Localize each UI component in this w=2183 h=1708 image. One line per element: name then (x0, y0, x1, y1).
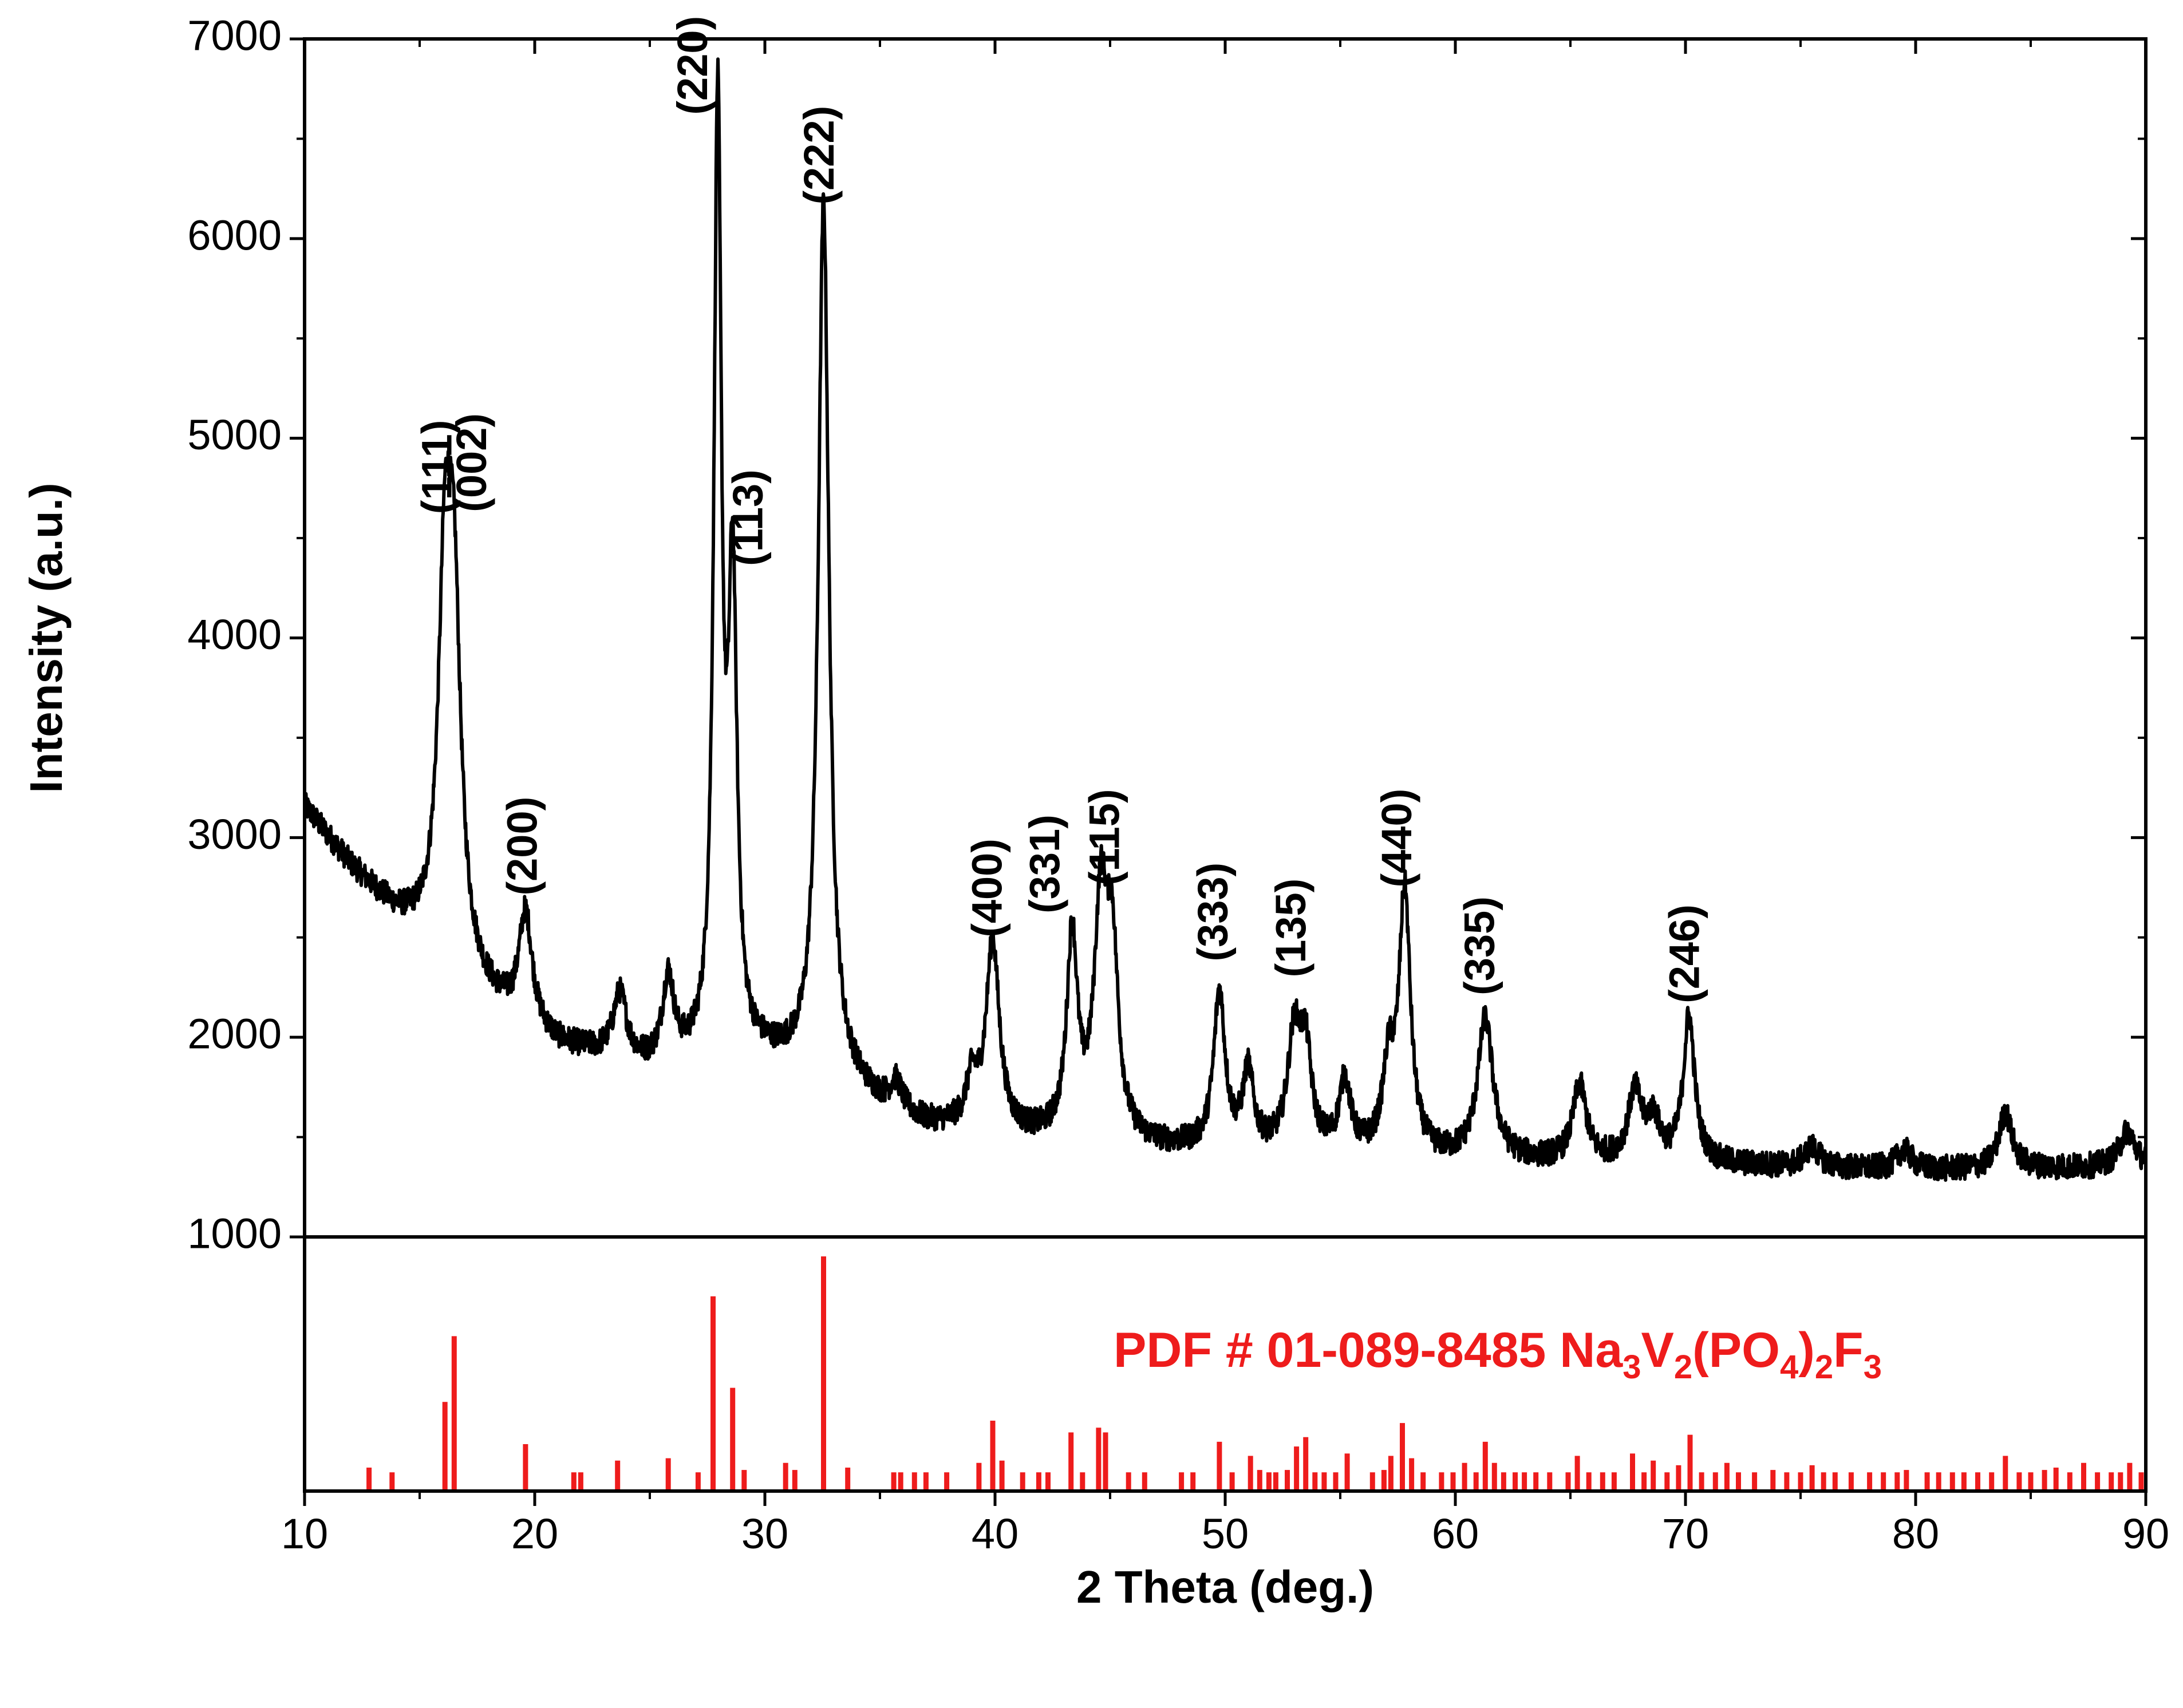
x-tick-label: 10 (281, 1510, 328, 1557)
formula-text: V (1641, 1323, 1673, 1378)
formula-text: (PO (1692, 1323, 1780, 1378)
formula-text: ) (1798, 1323, 1815, 1378)
y-tick-label: 1000 (187, 1210, 282, 1258)
peak-label: (333) (1189, 863, 1236, 962)
formula-subscript: 3 (1623, 1349, 1641, 1386)
peak-label: (113) (724, 469, 771, 566)
peak-label: (220) (669, 16, 716, 115)
formula-text: PDF # 01-089-8485 Na (1114, 1323, 1623, 1378)
formula-text: F (1833, 1323, 1864, 1378)
x-tick-label: 20 (511, 1510, 558, 1557)
reference-plot (366, 1256, 2144, 1491)
y-tick-label: 4000 (187, 611, 282, 658)
y-axis-title: Intensity (a.u.) (21, 483, 72, 793)
x-tick-label: 80 (1892, 1510, 1939, 1557)
x-tick-label: 90 (2122, 1510, 2169, 1557)
formula-subscript: 2 (1674, 1349, 1692, 1386)
xrd-pattern-line (303, 57, 2148, 1182)
formula-subscript: 2 (1815, 1349, 1833, 1386)
axes: 1000 2000 3000 4000 5000 6000 7000 10 20 30 40 50 60… (187, 12, 2169, 1557)
reference-pattern-title: PDF # 01-089-8485 Na3V2(PO4)2F3 (1114, 1323, 1882, 1386)
y-tick-label: 5000 (187, 411, 282, 458)
peak-label: (222) (795, 106, 843, 205)
peak-label: (400) (964, 839, 1011, 938)
peak-label: (111) (413, 420, 461, 515)
peak-label: (200) (498, 797, 546, 896)
peak-label: (335) (1456, 896, 1503, 995)
x-tick-label: 30 (741, 1510, 788, 1557)
formula-subscript: 4 (1780, 1349, 1798, 1386)
main-plot: (111)(002) (200) (220) (113) (222) (400) (331)… (303, 16, 2148, 1182)
x-tick-label: 50 (1202, 1510, 1249, 1557)
plot-frame (303, 37, 2148, 1493)
y-tick-label: 2000 (187, 1010, 282, 1058)
peak-label: (246) (1661, 904, 1708, 1003)
y-tick-label: 7000 (187, 12, 282, 60)
x-tick-label: 60 (1432, 1510, 1479, 1557)
peak-label: (331) (1021, 815, 1068, 914)
formula-subscript: 3 (1864, 1349, 1882, 1386)
x-axis-title: 2 Theta (deg.) (1076, 1561, 1374, 1612)
y-tick-label: 6000 (187, 211, 282, 259)
peak-label: (002) (448, 413, 495, 512)
peak-label: (135) (1267, 879, 1314, 978)
peak-label: (440) (1373, 789, 1420, 888)
peak-label: (115) (1081, 789, 1128, 885)
x-tick-label: 40 (972, 1510, 1019, 1557)
x-tick-label: 70 (1662, 1510, 1709, 1557)
y-tick-label: 3000 (187, 810, 282, 858)
